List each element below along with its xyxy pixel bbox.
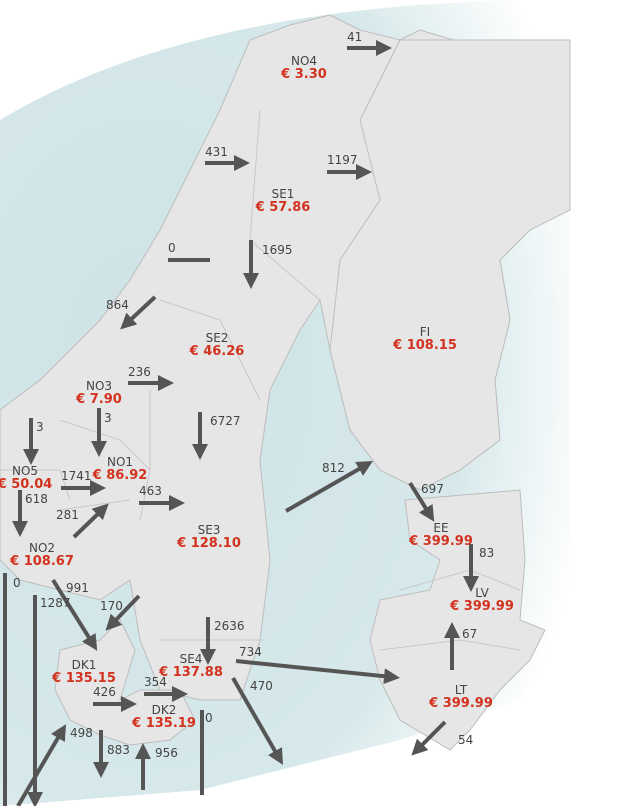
- zone-name: SE3: [197, 523, 221, 537]
- flow-value: 0: [168, 241, 176, 255]
- zone-price: € 86.92: [92, 468, 148, 483]
- flow-value: 236: [128, 365, 151, 379]
- flow-arrows: [3, 40, 479, 806]
- land-finland-east: [329, 39, 571, 491]
- zone-name: SE4: [179, 652, 203, 666]
- zone-name: NO1: [106, 455, 134, 469]
- flow-value: 812: [322, 461, 345, 475]
- flow-value: 354: [144, 675, 167, 689]
- flow-value: 0: [13, 576, 21, 590]
- zone-price: € 108.15: [393, 338, 457, 353]
- flow-value: 1695: [262, 243, 293, 257]
- zone-name: DK2: [151, 703, 177, 717]
- flow-arrow: [120, 295, 157, 330]
- zone-price: € 128.10: [177, 536, 241, 551]
- zone-price: € 108.67: [10, 554, 74, 569]
- zone-no2[interactable]: NO2 € 108.67: [10, 541, 74, 569]
- zone-price: € 135.19: [132, 716, 196, 731]
- zone-se4[interactable]: SE4 € 137.88: [159, 652, 223, 680]
- zone-no1[interactable]: NO1 € 86.92: [93, 455, 148, 483]
- flow-value: 170: [100, 599, 123, 613]
- flow-value: 431: [205, 145, 228, 159]
- zone-price: € 57.86: [255, 200, 311, 215]
- flow-value: 463: [139, 484, 162, 498]
- zone-name: NO4: [290, 54, 318, 68]
- zone-no3[interactable]: NO3 € 7.90: [76, 379, 122, 407]
- zone-name: LT: [454, 683, 468, 697]
- zone-price: € 399.99: [409, 534, 473, 549]
- zone-name: LV: [475, 586, 489, 600]
- flow-arrow: [231, 677, 283, 765]
- zone-no5[interactable]: NO5 € 50.04: [0, 464, 52, 492]
- flow-arrow: [51, 578, 98, 651]
- zone-lt[interactable]: LT € 399.99: [429, 683, 493, 711]
- flow-value: 2636: [214, 619, 245, 633]
- flow-value: 956: [155, 746, 178, 760]
- flow-value: 618: [25, 492, 48, 506]
- flow-value: 498: [70, 726, 93, 740]
- zone-price: € 50.04: [0, 477, 53, 492]
- zone-name: SE2: [205, 331, 229, 345]
- flow-value: 426: [93, 685, 116, 699]
- zone-name: SE1: [271, 187, 295, 201]
- flow-value: 734: [239, 645, 262, 659]
- zone-ee[interactable]: EE € 399.99: [409, 521, 473, 549]
- zone-price: € 3.30: [281, 67, 327, 82]
- flow-arrow: [408, 481, 435, 522]
- zone-no4[interactable]: NO4 € 3.30: [281, 54, 327, 82]
- flow-arrow: [411, 720, 447, 756]
- land-denmark: [54, 619, 196, 746]
- flow-value: 470: [250, 679, 273, 693]
- zone-price: € 399.99: [429, 696, 493, 711]
- zone-se2[interactable]: SE2 € 46.26: [190, 331, 245, 359]
- flow-value: 83: [479, 546, 495, 560]
- zone-name: DK1: [71, 658, 97, 672]
- flow-value: 3: [36, 420, 44, 434]
- zone-se3[interactable]: SE3 € 128.10: [177, 523, 241, 551]
- flow-arrow: [235, 659, 400, 685]
- zone-price: € 46.26: [189, 344, 245, 359]
- zone-dk1[interactable]: DK1 € 135.15: [52, 658, 116, 686]
- flow-value: 991: [66, 581, 89, 595]
- zone-name: NO3: [85, 379, 113, 393]
- flow-value: 697: [421, 482, 444, 496]
- flow-value: 0: [205, 711, 213, 725]
- zone-fi[interactable]: FI € 108.15: [393, 325, 457, 353]
- flow-value: 883: [107, 743, 130, 757]
- zone-name: NO5: [11, 464, 39, 478]
- zone-lv[interactable]: LV € 399.99: [450, 586, 514, 614]
- zone-price: € 135.15: [52, 671, 116, 686]
- flow-value: 6727: [210, 414, 241, 428]
- flow-value: 864: [106, 298, 129, 312]
- zone-name: NO2: [28, 541, 56, 555]
- zone-name: FI: [419, 325, 431, 339]
- zone-price: € 7.90: [76, 392, 122, 407]
- zone-price: € 399.99: [450, 599, 514, 614]
- zone-dk2[interactable]: DK2 € 135.19: [132, 703, 196, 731]
- zone-se1[interactable]: SE1 € 57.86: [256, 187, 311, 215]
- flow-value: 67: [462, 627, 478, 641]
- flow-value: 41: [347, 30, 363, 44]
- flow-value: 3: [104, 411, 112, 425]
- flow-arrow: [72, 503, 109, 539]
- zone-price: € 137.88: [159, 665, 223, 680]
- flow-value: 1741: [61, 469, 92, 483]
- flow-arrow: [105, 594, 141, 631]
- flow-value: 54: [458, 733, 474, 747]
- flow-value: 1287: [40, 596, 71, 610]
- flow-arrow: [16, 724, 67, 806]
- flow-value: 1197: [327, 153, 358, 167]
- zone-name: EE: [433, 521, 449, 535]
- flow-value: 281: [56, 508, 79, 522]
- flow-arrow: [285, 461, 373, 513]
